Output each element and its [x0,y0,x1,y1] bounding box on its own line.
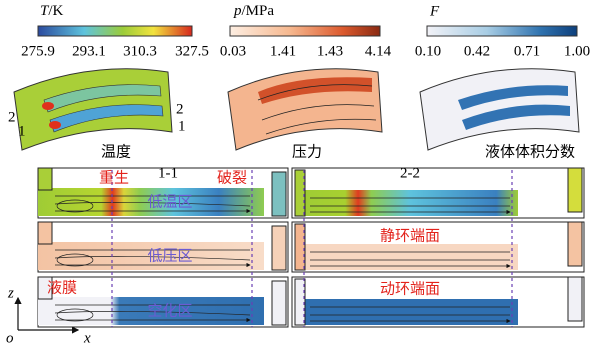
colorbar [38,26,192,36]
tick-label: 0.10 [415,43,441,59]
figure: T/K 275.9 293.1 310.3 327.5 p/MPa 0.03 1… [0,0,602,347]
axis-label: x [83,330,91,346]
tick-label: 0.42 [464,43,490,59]
tick-label: 1.43 [317,43,343,59]
panel-label: 温度 [101,143,131,161]
colorbar [230,26,380,36]
section-panels [38,168,584,327]
annotation: 静环端面 [380,227,440,245]
colorbar-fraction: F 0.10 0.42 0.71 1.00 [415,3,590,59]
annotation: 液膜 [47,279,77,297]
outlet [272,172,286,216]
section-label: 2-2 [400,165,420,181]
annotation: 破裂 [217,169,247,187]
section-label: 1-1 [158,165,178,181]
tick-label: 4.14 [365,43,392,59]
annotation: 空化区 [147,302,192,320]
inlet [38,168,52,190]
panel-label: 压力 [292,143,322,161]
annotation: 重生 [99,169,129,187]
text-part: /MPa [242,3,275,19]
colorbar-title: p/MPa [233,3,274,19]
tick-label: 0.71 [514,43,540,59]
outlet [568,277,582,321]
annotation: 动环端面 [380,280,440,298]
annotation: 低温区 [147,193,192,211]
tick-label: 327.5 [175,43,209,59]
colorbar-title: F [429,3,440,19]
hot-spot [49,121,61,129]
sector-pressure [228,69,382,150]
colorbar-title: T/K [40,3,64,19]
colorbar-temperature: T/K 275.9 293.1 310.3 327.5 [21,3,209,59]
sector-temperature: 2 1 2 1 [8,69,186,150]
tick-label: 293.1 [72,43,106,59]
axis-label: o [6,330,14,346]
tick-label: 1.00 [564,43,590,59]
outlet [568,168,582,212]
tick-label: 275.9 [21,43,55,59]
annotation: 低压区 [147,247,192,265]
section-mark: 2 [176,101,184,117]
colorbar [427,26,577,36]
inlet [38,222,52,244]
tick-label: 310.3 [123,43,157,59]
section-mark: 2 [8,109,16,125]
sector-fraction [420,69,579,150]
colorbar-pressure: p/MPa 0.03 1.41 1.43 4.14 [220,3,392,59]
section-mark: 1 [18,123,26,139]
text-part: /K [48,3,63,19]
hot-spot [42,102,54,110]
panel-label: 液体体积分数 [485,143,575,161]
outlet [272,281,286,325]
axis-label: z [7,285,14,301]
section-mark: 1 [178,118,186,134]
tick-label: 0.03 [220,43,246,59]
tick-label: 1.41 [270,43,296,59]
outlet [568,222,582,266]
outlet [272,226,286,270]
